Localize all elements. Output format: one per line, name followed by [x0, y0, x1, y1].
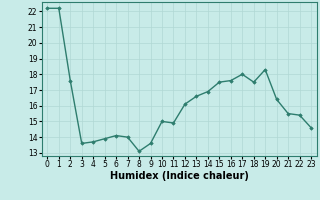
X-axis label: Humidex (Indice chaleur): Humidex (Indice chaleur)	[110, 171, 249, 181]
